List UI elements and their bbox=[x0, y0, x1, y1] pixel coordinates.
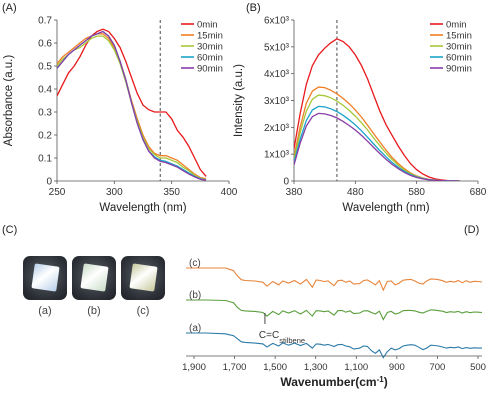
legend-label-B-30min: 30min bbox=[446, 42, 472, 53]
x-tick-label-D: 1,900 bbox=[182, 362, 206, 373]
panel-label-b: (B) bbox=[246, 2, 261, 14]
chart-ftir: (c) (b) (a) 1,900 1,700 1,500 1,300 1,100 900 700… bbox=[182, 258, 486, 389]
chart-fluorescence: 380 480 580 680 0 1x10³ 2x10³ 3x10³ 4x10³ 5x10³ 6x… bbox=[233, 16, 487, 215]
x-axis-label-A: Wavelength (nm) bbox=[99, 202, 186, 214]
series-line-A-60min bbox=[57, 30, 207, 181]
photo-label-c: (c) bbox=[136, 305, 150, 317]
panel-label-a: (A) bbox=[2, 2, 17, 14]
ftir-trace-(c) bbox=[186, 267, 483, 292]
photo-sample-b bbox=[72, 256, 116, 300]
x-tick-label-D: 1,500 bbox=[263, 362, 287, 373]
x-tick-label-D: 1,100 bbox=[344, 362, 368, 373]
legend-label-A-60min: 60min bbox=[197, 53, 223, 64]
y-axis-label-B: Intensity (a.u.) bbox=[233, 64, 245, 137]
series-line-A-0min bbox=[57, 28, 207, 177]
series-line-B-0min bbox=[294, 38, 460, 181]
series-line-B-60min bbox=[294, 105, 460, 181]
photo-film-b bbox=[80, 263, 109, 292]
series-line-B-15min bbox=[294, 86, 460, 181]
x-tick-label-A: 350 bbox=[163, 187, 180, 198]
panel-label-d: (D) bbox=[464, 224, 479, 236]
x-tick-label-A: 250 bbox=[49, 187, 66, 198]
series-line-A-90min bbox=[57, 30, 207, 181]
y-tick-label-B: 1x10³ bbox=[264, 150, 290, 161]
ftir-trace-(b) bbox=[186, 299, 483, 321]
x-tick-label-B: 380 bbox=[286, 187, 303, 198]
x-tick-label-B: 480 bbox=[347, 187, 364, 198]
legend-label-B-0min: 0min bbox=[446, 20, 467, 31]
x-axis-label-D: Wavenumber(cm-1) bbox=[280, 375, 387, 390]
annotation-stilbene: C=Cstilbene bbox=[259, 330, 305, 345]
photo-sample-a bbox=[23, 256, 67, 300]
x-tick-label-B: 680 bbox=[470, 187, 487, 198]
y-tick-label-B: 0 bbox=[283, 177, 289, 188]
y-tick-label-A: 0.6 bbox=[38, 39, 52, 50]
x-axis-label-B: Wavelength (nm) bbox=[342, 202, 429, 214]
x-tick-label-A: 400 bbox=[221, 187, 238, 198]
ftir-trace-label-(a): (a) bbox=[189, 323, 201, 334]
y-tick-label-A: 0.1 bbox=[38, 154, 52, 165]
x-tick-label-D: 700 bbox=[429, 362, 445, 373]
y-tick-label-A: 0.3 bbox=[38, 108, 52, 119]
ftir-trace-label-(c): (c) bbox=[189, 258, 201, 269]
x-tick-label-D: 1,700 bbox=[223, 362, 247, 373]
y-tick-label-B: 2x10³ bbox=[264, 123, 290, 134]
y-tick-label-B: 5x10³ bbox=[264, 42, 290, 53]
photo-sample-c bbox=[121, 256, 165, 300]
y-tick-label-B: 6x10³ bbox=[264, 16, 290, 27]
y-tick-label-A: 0.4 bbox=[38, 85, 52, 96]
series-line-A-15min bbox=[57, 33, 207, 180]
legend-label-A-90min: 90min bbox=[197, 64, 223, 75]
ftir-trace-label-(b): (b) bbox=[189, 290, 201, 301]
photo-label-b: (b) bbox=[87, 305, 101, 317]
x-tick-label-D: 900 bbox=[389, 362, 405, 373]
panel-label-c: (C) bbox=[2, 224, 17, 236]
y-tick-label-A: 0 bbox=[46, 177, 52, 188]
y-tick-label-B: 3x10³ bbox=[264, 96, 290, 107]
x-tick-label-B: 580 bbox=[408, 187, 425, 198]
legend-label-A-15min: 15min bbox=[197, 31, 223, 42]
photo-label-a: (a) bbox=[38, 305, 52, 317]
chart-absorbance: 250 300 350 400 0 0.1 0.2 0.3 0.4 0.5 0.6 0.7 Wavele… bbox=[3, 16, 238, 215]
legend-label-B-15min: 15min bbox=[446, 31, 472, 42]
legend-label-A-30min: 30min bbox=[197, 42, 223, 53]
x-tick-label-A: 300 bbox=[106, 187, 123, 198]
x-tick-label-D: 500 bbox=[470, 362, 486, 373]
x-tick-label-D: 1,300 bbox=[304, 362, 328, 373]
legend-label-B-60min: 60min bbox=[446, 53, 472, 64]
y-tick-label-A: 0.7 bbox=[38, 16, 52, 27]
ftir-trace-(a) bbox=[186, 332, 482, 359]
series-line-B-90min bbox=[294, 112, 460, 181]
photo-film-c bbox=[129, 263, 158, 292]
legend-label-A-0min: 0min bbox=[197, 20, 218, 31]
y-tick-label-A: 0.2 bbox=[38, 131, 52, 142]
y-tick-label-A: 0.5 bbox=[38, 62, 52, 73]
y-axis-label-A: Absorbance (a.u.) bbox=[3, 55, 15, 147]
photo-film-a bbox=[31, 263, 60, 292]
y-tick-label-B: 4x10³ bbox=[264, 69, 290, 80]
legend-label-B-90min: 90min bbox=[446, 64, 472, 75]
